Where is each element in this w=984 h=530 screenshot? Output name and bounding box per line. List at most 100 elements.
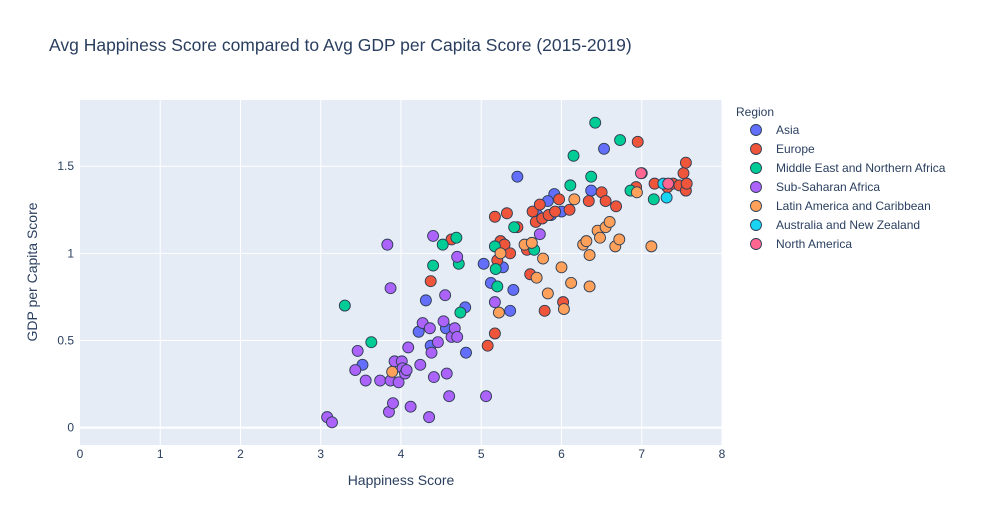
- data-point[interactable]: [489, 263, 502, 275]
- data-point[interactable]: [424, 275, 437, 288]
- data-point[interactable]: [568, 193, 581, 206]
- data-point[interactable]: [488, 210, 501, 223]
- data-point[interactable]: [507, 283, 520, 296]
- data-point[interactable]: [451, 250, 464, 263]
- data-point[interactable]: [359, 374, 372, 387]
- legend-item[interactable]: Latin America and Caribbean: [750, 199, 931, 213]
- data-point[interactable]: [567, 149, 580, 162]
- data-point[interactable]: [488, 296, 501, 309]
- data-point[interactable]: [439, 289, 452, 302]
- data-point[interactable]: [614, 134, 627, 147]
- data-point[interactable]: [538, 304, 551, 317]
- data-point[interactable]: [386, 365, 399, 378]
- data-point[interactable]: [679, 156, 692, 169]
- data-point[interactable]: [477, 257, 490, 270]
- data-point[interactable]: [630, 186, 643, 199]
- data-point[interactable]: [598, 142, 610, 155]
- data-point[interactable]: [384, 282, 397, 295]
- data-point[interactable]: [680, 177, 693, 190]
- data-point[interactable]: [427, 371, 440, 383]
- data-point[interactable]: [423, 322, 436, 335]
- legend-item[interactable]: North America: [750, 237, 853, 251]
- data-point[interactable]: [427, 229, 440, 242]
- data-point[interactable]: [437, 315, 450, 328]
- legend-item[interactable]: Europe: [750, 142, 816, 156]
- data-point[interactable]: [381, 238, 394, 251]
- data-point[interactable]: [660, 191, 673, 204]
- data-point[interactable]: [580, 235, 593, 248]
- data-point[interactable]: [419, 294, 432, 307]
- data-point[interactable]: [488, 327, 501, 340]
- data-point[interactable]: [451, 331, 464, 343]
- data-point[interactable]: [603, 216, 616, 228]
- data-point[interactable]: [563, 203, 576, 216]
- data-point[interactable]: [634, 167, 647, 180]
- data-point[interactable]: [480, 390, 493, 403]
- data-point[interactable]: [662, 177, 675, 190]
- data-point[interactable]: [491, 280, 504, 293]
- legend-item[interactable]: Australia and New Zealand: [750, 218, 921, 232]
- data-point[interactable]: [425, 346, 438, 359]
- data-point[interactable]: [583, 249, 596, 262]
- data-point[interactable]: [594, 231, 606, 244]
- data-point[interactable]: [610, 200, 623, 213]
- data-point[interactable]: [365, 336, 378, 349]
- data-point[interactable]: [431, 336, 444, 349]
- data-point[interactable]: [647, 193, 660, 206]
- legend-item[interactable]: Middle East and Northern Africa: [750, 161, 946, 175]
- data-point[interactable]: [525, 236, 538, 249]
- data-point[interactable]: [349, 364, 362, 377]
- data-point[interactable]: [351, 344, 364, 357]
- data-point[interactable]: [582, 195, 595, 208]
- data-point[interactable]: [436, 238, 449, 251]
- data-point[interactable]: [530, 271, 543, 284]
- data-point[interactable]: [404, 400, 417, 413]
- data-point[interactable]: [555, 261, 568, 274]
- data-point[interactable]: [564, 179, 577, 192]
- data-point[interactable]: [583, 280, 596, 293]
- data-point[interactable]: [537, 252, 549, 265]
- data-point[interactable]: [440, 367, 453, 380]
- data-point[interactable]: [500, 207, 513, 220]
- data-point[interactable]: [450, 231, 463, 244]
- data-point[interactable]: [533, 198, 546, 211]
- data-point[interactable]: [589, 116, 602, 129]
- data-point[interactable]: [414, 358, 427, 371]
- data-point[interactable]: [402, 341, 415, 354]
- data-point[interactable]: [392, 376, 405, 389]
- data-point[interactable]: [541, 287, 554, 300]
- data-point[interactable]: [481, 339, 494, 352]
- data-point[interactable]: [549, 205, 562, 218]
- data-point[interactable]: [427, 259, 440, 272]
- data-point[interactable]: [492, 306, 505, 319]
- data-point[interactable]: [504, 304, 517, 317]
- data-point[interactable]: [565, 277, 578, 289]
- data-point[interactable]: [374, 374, 387, 387]
- data-point[interactable]: [511, 170, 524, 183]
- data-point[interactable]: [508, 221, 521, 234]
- data-point[interactable]: [613, 233, 626, 246]
- data-point[interactable]: [677, 167, 690, 180]
- data-point[interactable]: [423, 411, 436, 424]
- legend-item[interactable]: Asia: [750, 123, 800, 137]
- data-point[interactable]: [326, 416, 338, 429]
- legend-items[interactable]: Asia Europe Middle East and Northern Afric…: [750, 123, 946, 251]
- data-point[interactable]: [387, 397, 399, 410]
- data-point[interactable]: [645, 240, 658, 253]
- data-point[interactable]: [400, 364, 413, 377]
- data-point[interactable]: [553, 193, 566, 206]
- data-point[interactable]: [338, 299, 351, 312]
- data-point[interactable]: [631, 135, 644, 148]
- legend-label: Latin America and Caribbean: [776, 199, 931, 213]
- data-point[interactable]: [454, 306, 467, 319]
- data-point[interactable]: [533, 228, 546, 241]
- legend[interactable]: Region Asia Europe Middle East and Norther…: [736, 105, 946, 251]
- data-point[interactable]: [460, 346, 472, 359]
- data-point[interactable]: [585, 170, 598, 183]
- data-point[interactable]: [494, 247, 507, 260]
- data-point[interactable]: [599, 195, 612, 208]
- data-point[interactable]: [585, 184, 598, 197]
- data-point[interactable]: [557, 303, 570, 316]
- data-point[interactable]: [443, 390, 456, 403]
- legend-item[interactable]: Sub-Saharan Africa: [750, 180, 881, 194]
